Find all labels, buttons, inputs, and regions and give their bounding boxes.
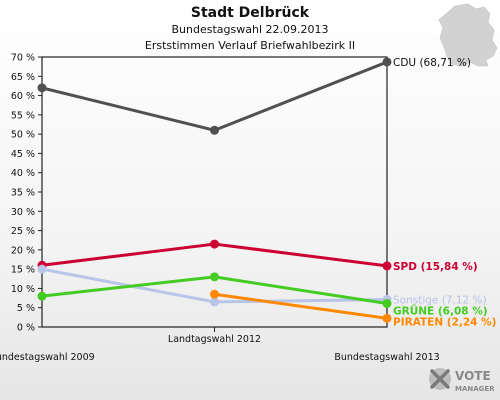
logo-line1: VOTE — [455, 369, 491, 383]
data-point-spd — [382, 261, 392, 271]
y-tick-label: 60 % — [11, 91, 35, 102]
data-point-cdu — [382, 57, 392, 67]
vote-manager-logo: VOTE MANAGER — [429, 368, 495, 393]
series-group — [37, 57, 392, 323]
y-tick-label: 20 % — [11, 245, 35, 256]
data-point-gr-ne — [210, 272, 219, 282]
x-axis: Bundestagswahl 2009 Landtagswahl 2012 Bund… — [0, 334, 440, 363]
y-tick-label: 30 % — [11, 207, 35, 218]
y-tick-label: 35 % — [11, 188, 35, 199]
y-tick-label: 55 % — [11, 110, 35, 121]
data-point-sonstige — [37, 264, 47, 274]
end-label-cdu: CDU (68,71 %) — [393, 57, 471, 69]
end-labels: CDU (68,71 %) SPD (15,84 %) Sonstige (7,12… — [393, 57, 496, 329]
y-tick-label: 0 % — [17, 323, 35, 334]
y-tick-label: 5 % — [17, 303, 35, 314]
plot-frame — [41, 56, 388, 328]
chart-title: Stadt Delbrück — [191, 5, 310, 21]
end-label-sonstige: Sonstige (7,12 %) — [393, 295, 487, 307]
data-point-piraten — [382, 313, 392, 323]
data-point-piraten — [210, 289, 219, 299]
y-tick-label: 65 % — [11, 72, 35, 83]
series-line-cdu — [41, 60, 388, 132]
data-point-sonstige — [210, 297, 219, 307]
x-tick-label: Bundestagswahl 2013 — [334, 352, 439, 363]
y-tick-label: 45 % — [11, 149, 35, 160]
y-tick-label: 15 % — [11, 265, 35, 276]
chart-subtitle-1: Bundestagswahl 22.09.2013 — [172, 23, 329, 36]
chart-subtitle-2: Erststimmen Verlauf Briefwahlbezirk II — [145, 39, 355, 52]
x-tick-label: Bundestagswahl 2009 — [0, 352, 95, 363]
germany-map-icon — [438, 3, 498, 67]
y-tick-label: 25 % — [11, 226, 35, 237]
end-label-gr-ne: GRÜNE (6,08 %) — [393, 304, 488, 318]
y-tick-label: 10 % — [11, 284, 35, 295]
y-tick-label: 40 % — [11, 168, 35, 179]
y-tick-label: 50 % — [11, 130, 35, 141]
x-tick-label: Landtagswahl 2012 — [168, 334, 261, 345]
data-point-gr-ne — [37, 291, 47, 301]
data-point-spd — [210, 239, 219, 249]
data-point-cdu — [37, 83, 47, 93]
data-point-cdu — [210, 125, 219, 135]
logo-line2: MANAGER — [455, 385, 495, 393]
vote-x-icon — [429, 368, 451, 390]
data-point-gr-ne — [382, 299, 392, 309]
y-axis: 0 % 5 % 10 % 15 % 20 % 25 % 30 % 35 % 40 % 45 % 50… — [11, 53, 42, 334]
y-tick-label: 70 % — [11, 53, 35, 64]
series-line-piraten — [214, 292, 388, 320]
end-label-spd: SPD (15,84 %) — [393, 261, 478, 273]
end-label-piraten: PIRATEN (2,24 %) — [393, 317, 496, 329]
